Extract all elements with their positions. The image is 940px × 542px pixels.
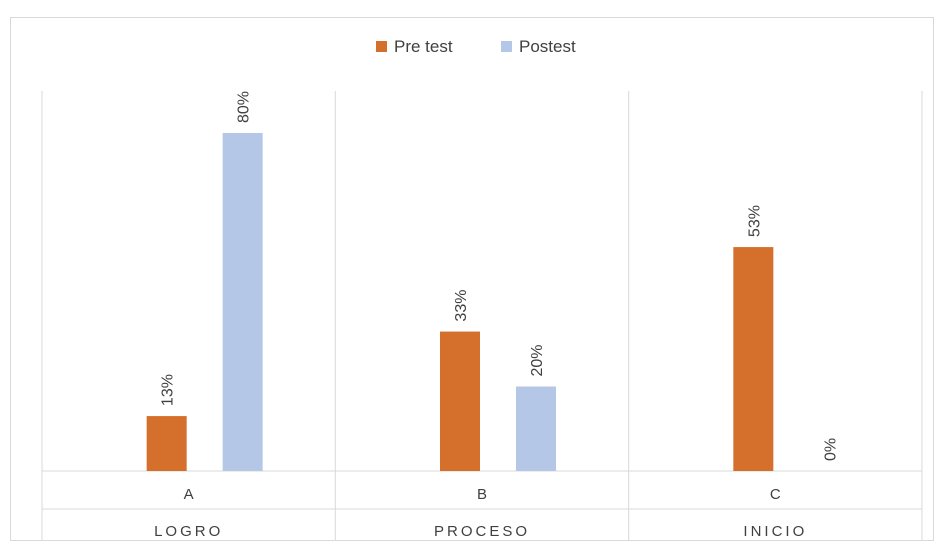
bar-pre-test-c [733,247,774,471]
legend-swatch-postest [501,41,512,52]
bars [146,133,774,471]
x-tick-label: B [477,486,487,503]
x-group-label: INICIO [743,523,807,540]
data-label-postest-a: 80% [236,91,253,123]
bar-postest-a [222,133,263,471]
x-group-label: PROCESO [434,523,530,540]
x-tick-label: C [770,486,781,503]
legend-label-pre-test: Pre test [394,37,453,56]
data-label-pre-test-a: 13% [160,374,177,406]
data-label-postest-b: 20% [529,344,546,376]
legend: Pre test Postest [376,37,576,56]
data-label-pre-test-c: 53% [746,205,763,237]
bar-pre-test-a [146,416,187,471]
x-group-label: LOGRO [154,523,223,540]
data-label-postest-c: 0% [822,438,839,461]
legend-swatch-pre-test [376,41,387,52]
bar-postest-b [516,386,556,471]
legend-label-postest: Postest [519,37,576,56]
category-dividers [41,91,923,541]
data-labels: 13% 80% 33% 20% 53% 0% [160,91,840,461]
data-label-pre-test-b: 33% [453,290,470,322]
x-tick-label: A [184,486,194,503]
bar-pre-test-b [440,331,480,471]
x-axis: A LOGRO B PROCESO C INICIO [154,486,807,540]
